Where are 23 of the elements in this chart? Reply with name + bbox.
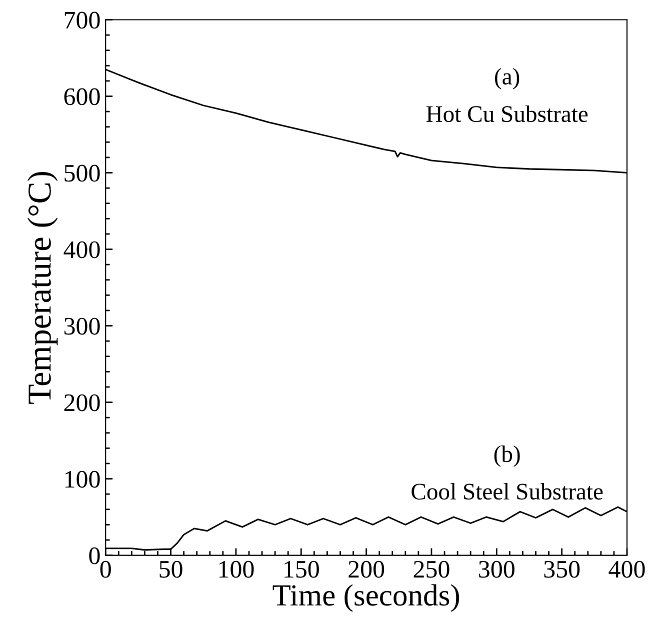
y-tick-label: 400 xyxy=(64,241,100,258)
y-tick-label: 100 xyxy=(65,470,100,488)
y-tick-label: 200 xyxy=(64,394,100,412)
y-tick-label: 700 xyxy=(64,12,100,29)
y-tick-label: 500 xyxy=(64,164,100,182)
x-tick-label: 50 xyxy=(160,560,182,578)
annotation: Hot Cu Substrate xyxy=(426,105,588,122)
x-axis-title: Time (seconds) xyxy=(272,584,460,612)
y-tick-label: 0 xyxy=(89,547,100,564)
x-tick-label: 300 xyxy=(479,560,514,578)
annotation: (b) xyxy=(494,446,520,467)
y-tick-label: 600 xyxy=(64,88,100,106)
x-tick-label: 400 xyxy=(608,560,645,578)
x-tick-label: 200 xyxy=(348,560,384,578)
x-tick-label: 150 xyxy=(284,560,319,578)
x-tick-label: 0 xyxy=(100,560,111,578)
x-tick-label: 250 xyxy=(414,560,450,578)
y-tick-label: 300 xyxy=(64,318,100,335)
annotation: (a) xyxy=(495,68,520,90)
y-axis-title: Temperature (°C) xyxy=(27,172,58,404)
x-tick-label: 100 xyxy=(219,560,254,578)
annotation: Cool Steel Substrate xyxy=(412,483,603,500)
x-tick-label: 350 xyxy=(544,560,580,578)
